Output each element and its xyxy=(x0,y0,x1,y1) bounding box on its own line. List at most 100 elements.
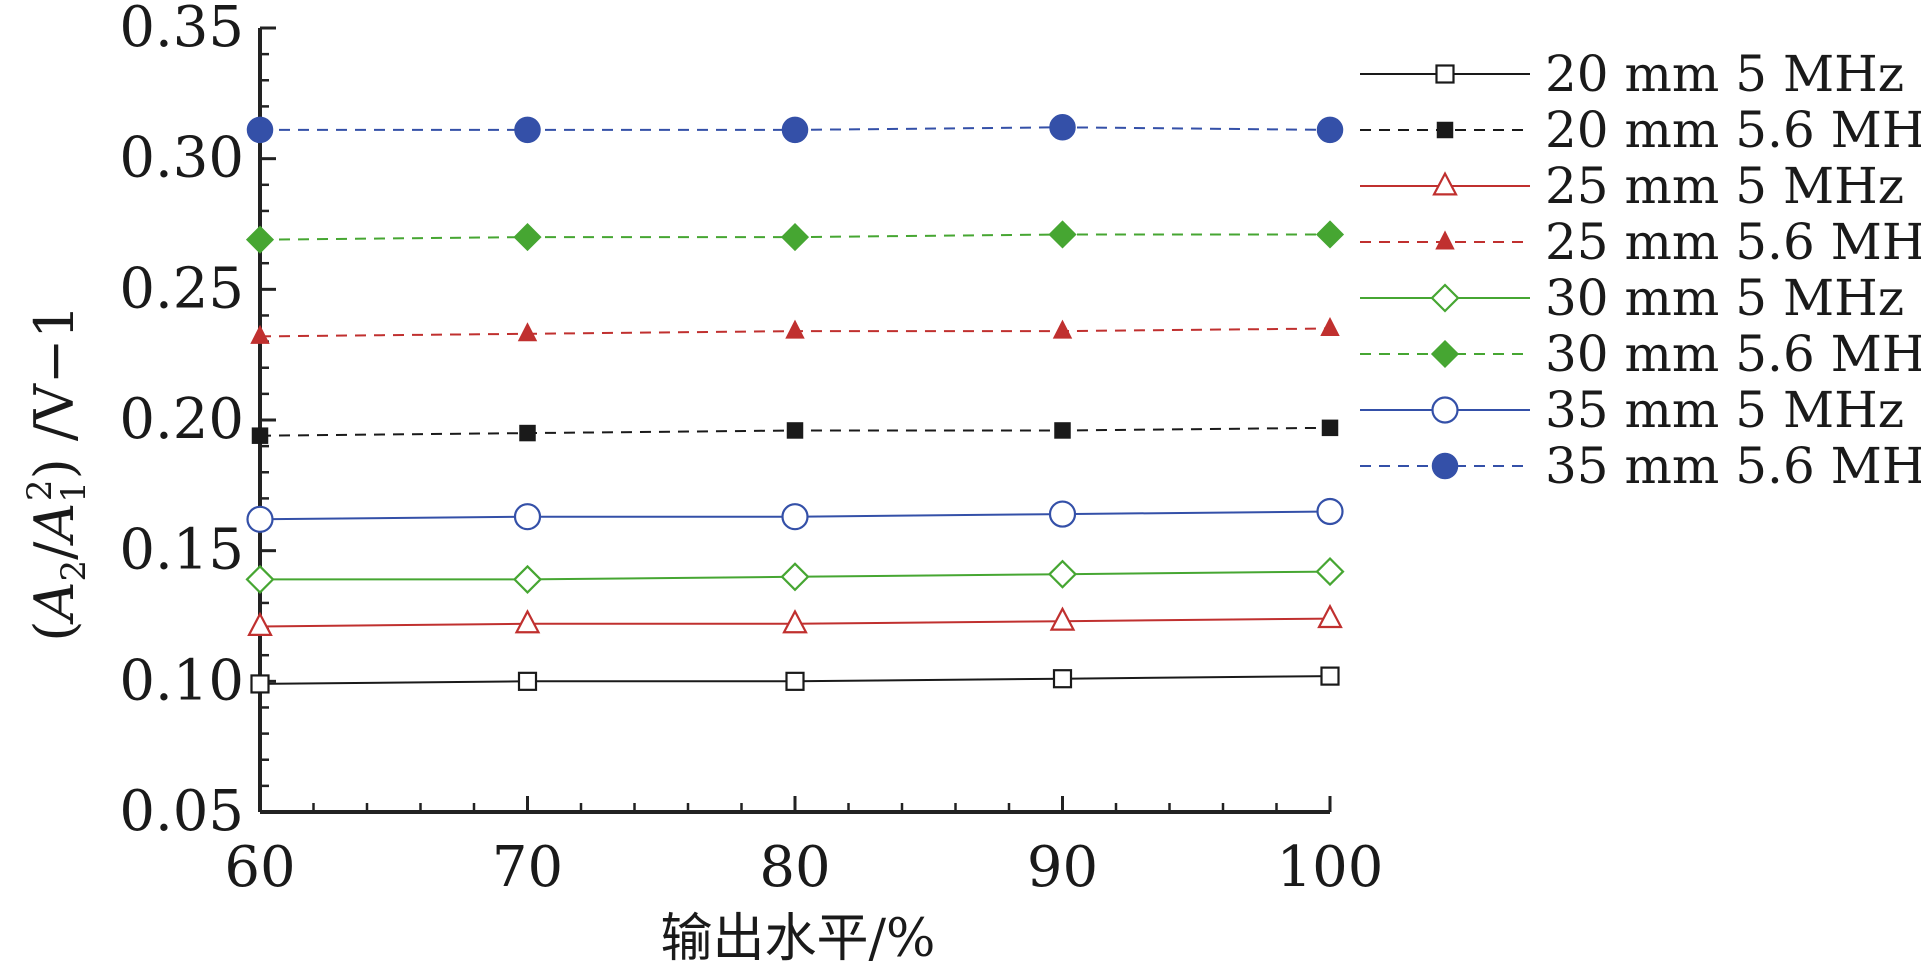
data-point xyxy=(782,609,808,634)
data-point xyxy=(1316,116,1344,144)
data-point xyxy=(250,674,270,694)
legend-label: 35 mm 5.6 MHz xyxy=(1545,437,1921,495)
axes xyxy=(258,26,1332,814)
x-tick-label: 60 xyxy=(224,835,295,900)
series-6 xyxy=(245,220,1345,254)
y-tick-label: 0.15 xyxy=(119,518,244,583)
legend-marker xyxy=(1435,64,1455,84)
x-axis-label: 输出水平/% xyxy=(661,909,936,969)
series-7 xyxy=(246,497,1344,533)
series-4 xyxy=(250,316,1340,344)
y-label-open-paren: ( xyxy=(23,621,86,642)
y-label-sub-1: 1 xyxy=(54,481,94,503)
data-point xyxy=(781,116,809,144)
x-tick-label: 80 xyxy=(759,835,830,900)
legend-marker xyxy=(1435,230,1455,250)
series-1 xyxy=(250,666,1340,694)
legend-item: 35 mm 5 MHz xyxy=(1360,381,1904,439)
legend-label: 25 mm 5 MHz xyxy=(1545,157,1904,215)
data-point xyxy=(1048,500,1077,528)
y-label-unit: /V−1 xyxy=(23,304,86,458)
data-point xyxy=(245,564,275,594)
data-point xyxy=(1047,559,1078,589)
y-tick-label: 0.20 xyxy=(119,387,244,452)
y-label-close-paren: ) xyxy=(23,458,86,479)
data-point xyxy=(781,503,809,531)
legend-label: 20 mm 5.6 MHz xyxy=(1545,101,1921,159)
data-point xyxy=(1316,497,1344,526)
y-tick-label: 0.25 xyxy=(119,256,244,321)
y-label-sub-2: 2 xyxy=(54,560,94,582)
data-point xyxy=(1052,319,1073,339)
legend-label: 30 mm 5.6 MHz xyxy=(1545,325,1921,383)
legend-item: 25 mm 5 MHz xyxy=(1360,157,1904,215)
legend-item: 30 mm 5 MHz xyxy=(1360,269,1904,327)
data-point xyxy=(513,503,542,531)
data-point xyxy=(785,319,805,339)
data-point xyxy=(1048,220,1077,249)
legend-marker xyxy=(1431,396,1459,424)
data-point xyxy=(1052,669,1073,689)
legend-marker xyxy=(1430,339,1460,369)
y-label-slash: / xyxy=(23,541,86,560)
data-point xyxy=(780,223,810,252)
data-point xyxy=(251,427,269,444)
legend-item: 20 mm 5 MHz xyxy=(1360,45,1904,103)
data-point xyxy=(517,322,538,342)
x-tick-label: 100 xyxy=(1277,835,1384,900)
x-tick-label: 90 xyxy=(1027,835,1098,900)
data-point xyxy=(1320,316,1340,337)
data-point xyxy=(786,422,804,439)
y-tick-label: 0.05 xyxy=(119,779,244,844)
series-3 xyxy=(247,603,1343,636)
data-point xyxy=(1054,422,1071,439)
data-point xyxy=(245,225,275,254)
data-point xyxy=(513,223,542,252)
data-point xyxy=(780,562,810,592)
legend-label: 30 mm 5 MHz xyxy=(1545,269,1904,327)
data-point xyxy=(785,671,805,691)
data-point xyxy=(512,564,543,594)
legend-marker xyxy=(1430,283,1460,313)
y-axis-label: (A2/A12) /V−1 xyxy=(20,304,94,641)
data-point xyxy=(1049,606,1076,631)
legend-label: 35 mm 5 MHz xyxy=(1545,381,1904,439)
data-point xyxy=(246,116,274,144)
y-tick-label: 0.35 xyxy=(119,0,244,60)
y-tick-label: 0.10 xyxy=(119,648,244,713)
data-point xyxy=(517,671,538,691)
data-point xyxy=(514,116,541,144)
x-tick-label: 70 xyxy=(492,835,563,900)
series-8 xyxy=(246,114,1344,144)
data-point xyxy=(247,611,273,636)
data-point xyxy=(1315,220,1345,249)
data-point xyxy=(1317,603,1343,629)
y-label-a2: A xyxy=(23,582,86,626)
legend-marker xyxy=(1431,452,1459,480)
data-point xyxy=(514,609,541,634)
data-point xyxy=(1320,666,1340,686)
x-tick-labels: 60 70 80 90 100 xyxy=(224,835,1383,900)
y-label-sup-2: 2 xyxy=(20,479,60,501)
data-point xyxy=(1049,114,1076,141)
y-tick-label: 0.30 xyxy=(119,126,244,191)
legend-item: 20 mm 5.6 MHz xyxy=(1360,101,1921,159)
data-series xyxy=(245,114,1345,694)
legend-marker xyxy=(1432,171,1458,196)
legend-item: 25 mm 5.6 MHz xyxy=(1360,213,1921,271)
data-point xyxy=(250,324,270,344)
legend-item: 30 mm 5.6 MHz xyxy=(1360,325,1921,383)
series-2 xyxy=(251,419,1339,444)
data-point xyxy=(1315,557,1345,587)
legend-item: 35 mm 5.6 MHz xyxy=(1360,437,1921,495)
legend-label: 25 mm 5.6 MHz xyxy=(1545,213,1921,271)
legend-label: 20 mm 5 MHz xyxy=(1545,45,1904,103)
y-label-a1: A xyxy=(23,503,86,547)
series-5 xyxy=(245,557,1345,594)
data-point xyxy=(1321,419,1339,437)
data-point xyxy=(519,424,536,442)
legend-marker xyxy=(1436,121,1454,139)
